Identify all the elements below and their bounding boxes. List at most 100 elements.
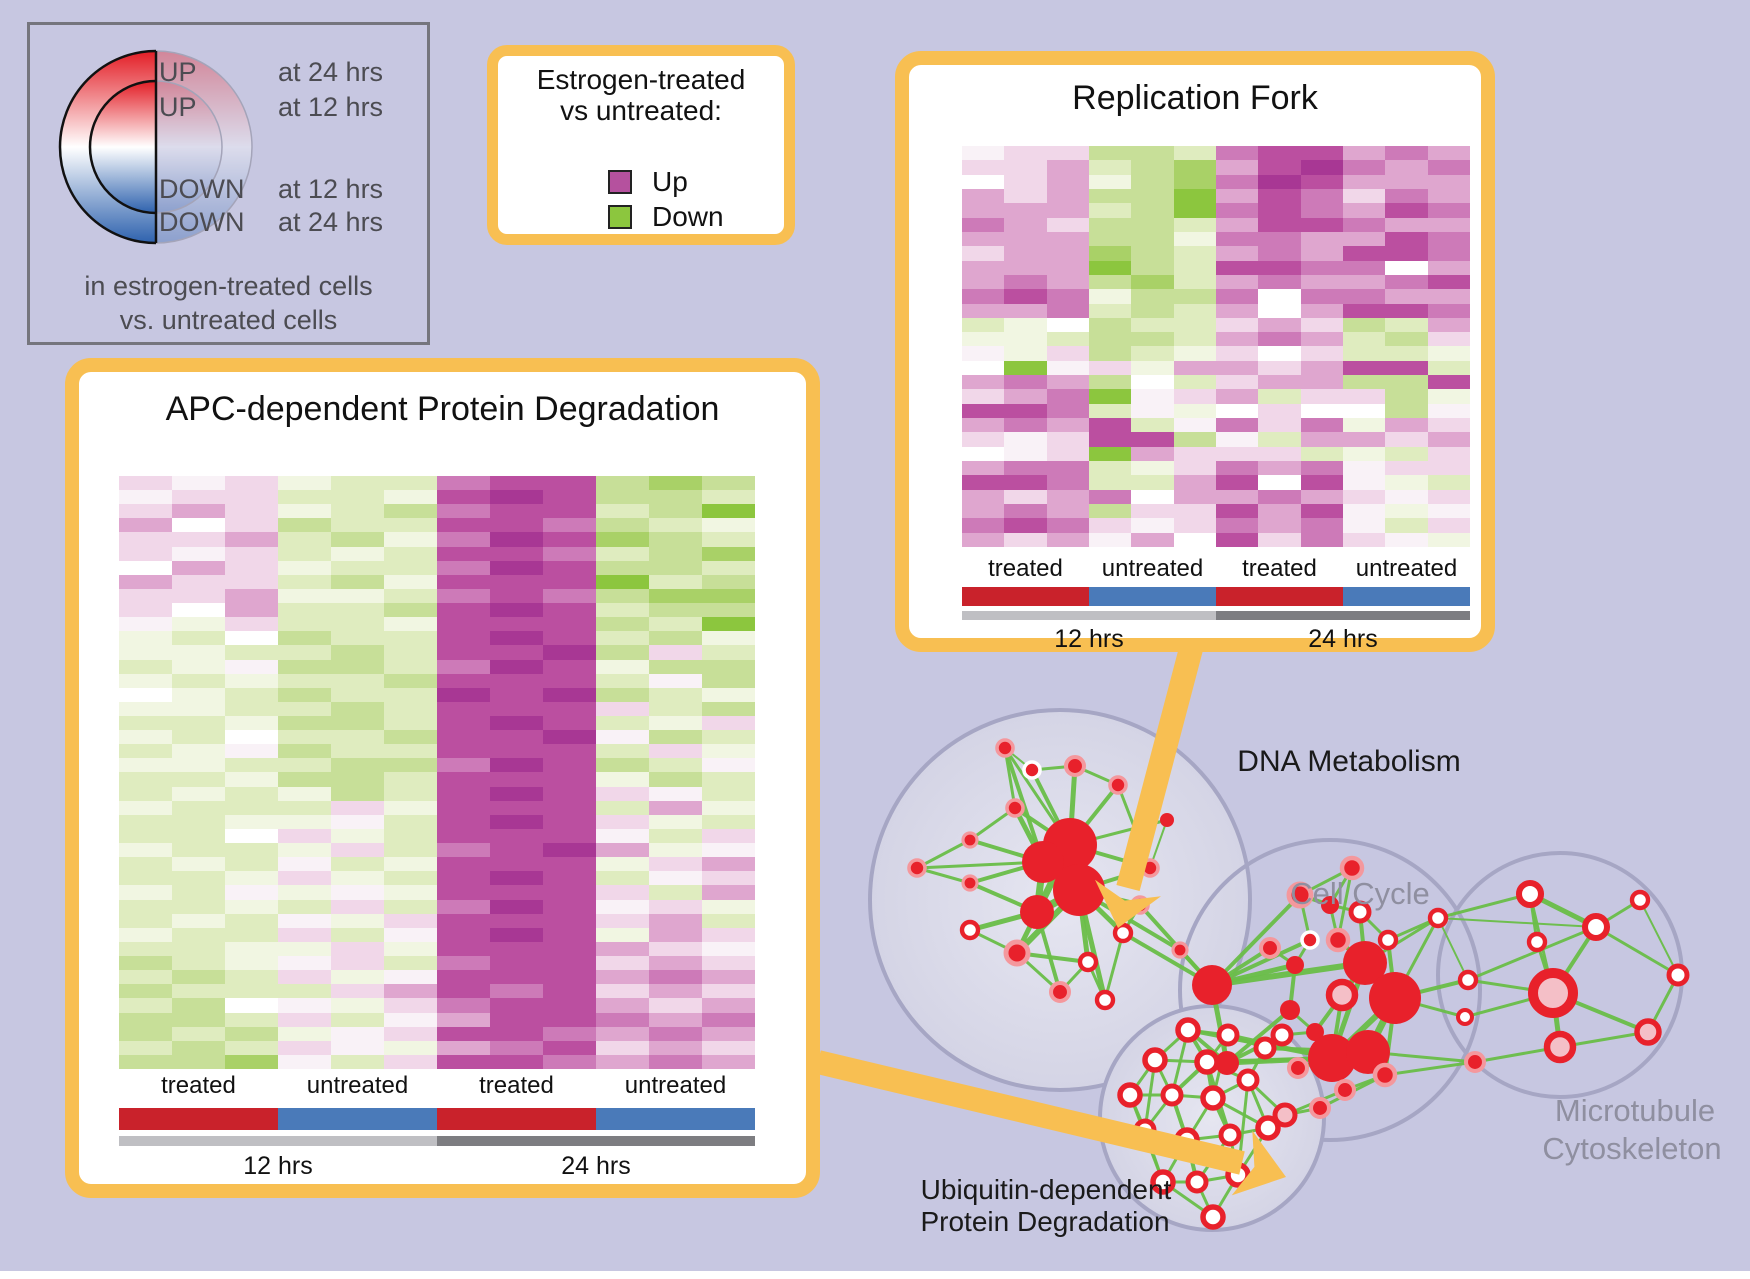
heatmap-cell — [278, 814, 331, 829]
heatmap-cell — [384, 843, 437, 858]
heatmap-cell — [225, 927, 278, 942]
heatmap-cell — [702, 744, 755, 759]
heatmap-grid — [119, 476, 755, 1069]
heatmap-cell — [172, 476, 225, 491]
heatmap-cell — [1173, 432, 1216, 447]
heatmap-cell — [596, 1040, 649, 1055]
heatmap-cell — [1258, 475, 1301, 490]
heatmap-cell — [437, 941, 490, 957]
heatmap-cell — [331, 659, 384, 674]
heatmap-cell — [384, 786, 437, 801]
heatmap-cell — [331, 574, 384, 589]
heatmap-cell — [702, 885, 755, 900]
heatmap-cell — [119, 885, 172, 900]
time-label: 24 hrs — [561, 1152, 631, 1180]
heatmap-cell — [702, 490, 755, 505]
heatmap-cell — [1046, 346, 1089, 361]
heatmap-cell — [490, 786, 543, 801]
heatmap-cell — [331, 814, 384, 829]
heatmap-cell — [1004, 375, 1047, 390]
heatmap-cell — [543, 659, 596, 674]
heatmap-cell — [1215, 518, 1259, 533]
heatmap-cell — [649, 673, 702, 688]
heatmap-cell — [331, 588, 384, 604]
heatmap-cell — [962, 303, 1005, 318]
heatmap-cell — [1088, 504, 1132, 519]
heatmap-cell — [278, 476, 331, 491]
heatmap-cell — [1004, 403, 1047, 419]
heatmap-cell — [1215, 403, 1259, 419]
heatmap-cell — [1046, 217, 1089, 232]
heatmap-cell — [225, 617, 278, 632]
network-node — [1321, 896, 1339, 914]
heatmap-cell — [1088, 303, 1132, 318]
heatmap-cell — [384, 998, 437, 1013]
heatmap-cell — [331, 603, 384, 618]
network-node — [907, 858, 927, 878]
heatmap-cell — [596, 984, 649, 999]
heatmap-cell — [702, 603, 755, 618]
heatmap-cell — [490, 899, 543, 914]
heatmap-cell — [437, 476, 490, 491]
network-node — [1581, 912, 1611, 942]
estrogen-legend-title-line1: Estrogen-treated — [536, 64, 746, 95]
heatmap-cell — [1131, 346, 1174, 361]
heatmap-cell — [490, 532, 543, 547]
heatmap-cell — [1342, 188, 1386, 204]
heatmap-cell — [119, 645, 172, 660]
heatmap-cell — [331, 490, 384, 505]
heatmap-cell — [225, 603, 278, 618]
heatmap-cell — [331, 758, 384, 773]
heatmap-cell — [225, 532, 278, 547]
heatmap-cell — [1258, 532, 1301, 547]
heatmap-cell — [1046, 146, 1089, 161]
heatmap-cell — [543, 800, 596, 815]
heatmap-cell — [596, 744, 649, 759]
heatmap-cell — [331, 546, 384, 561]
heatmap-cell — [1300, 203, 1343, 218]
network-node — [1020, 895, 1054, 929]
heatmap-cell — [225, 1054, 278, 1069]
heatmap-cell — [1173, 260, 1216, 275]
heatmap-cell — [1046, 303, 1089, 318]
heatmap-cell — [596, 927, 649, 942]
network-node — [1348, 900, 1372, 924]
updown-time-label: at 12 hrs — [278, 174, 384, 204]
heatmap-cell — [1427, 504, 1470, 519]
heatmap-cell — [1131, 432, 1174, 447]
heatmap-cell — [1427, 403, 1470, 419]
heatmap-cell — [1300, 174, 1343, 189]
heatmap-cell — [1088, 532, 1132, 547]
heatmap-cell — [543, 588, 596, 604]
heatmap-cell — [225, 786, 278, 801]
heatmap-cell — [119, 1040, 172, 1055]
network-node — [1325, 978, 1359, 1012]
heatmap-cell — [384, 885, 437, 900]
network-node — [1005, 798, 1025, 818]
heatmap-cell — [1004, 389, 1047, 404]
heatmap-cell — [437, 532, 490, 547]
heatmap-cell — [225, 476, 278, 491]
network-edge — [915, 860, 1045, 870]
heatmap-cell — [384, 617, 437, 632]
heatmap-cell — [1046, 332, 1089, 347]
heatmap-cell — [1131, 303, 1174, 318]
heatmap-cell — [119, 1012, 172, 1027]
heatmap-cell — [119, 970, 172, 985]
heatmap-cell — [649, 560, 702, 575]
network-node — [1048, 980, 1072, 1004]
heatmap-cell — [1046, 203, 1089, 218]
heatmap-cell — [649, 490, 702, 505]
heatmap-cell — [331, 828, 384, 844]
heatmap-cell — [225, 871, 278, 886]
heatmap-cell — [172, 786, 225, 801]
heatmap-cell — [490, 504, 543, 519]
heatmap-cell — [1173, 160, 1216, 175]
heatmap-cell — [384, 1012, 437, 1027]
heatmap-cell — [1046, 504, 1089, 519]
heatmap-cell — [596, 518, 649, 533]
heatmap-cell — [702, 899, 755, 914]
heatmap-cell — [1427, 518, 1470, 533]
network-node — [1515, 879, 1545, 909]
